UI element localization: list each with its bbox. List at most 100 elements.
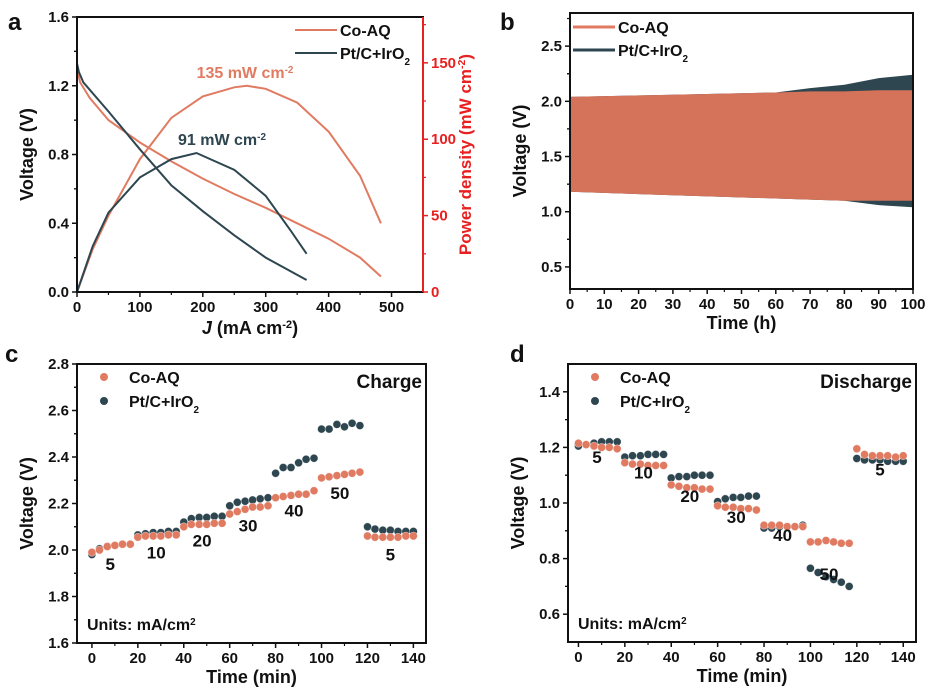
data-point-pt-c-iro2 — [651, 450, 661, 459]
text-part: ) — [456, 54, 475, 60]
superscript: -2 — [257, 132, 266, 143]
y-tick-label: 1.0 — [541, 204, 562, 221]
panel-b: b 0 10 20 30 40 50 60 70 80 90 100 0.5 1.0 1.5 2.0 2.5 Ti… — [500, 9, 926, 333]
data-point-pt-c-iro2 — [309, 453, 319, 463]
data-point-pt-c-iro2 — [278, 463, 288, 472]
legend-label: Co-AQ — [129, 370, 180, 387]
data-point-pt-c-iro2 — [233, 497, 242, 507]
x-axis-title: Time (min) — [697, 666, 788, 686]
data-point-pt-c-iro2 — [720, 494, 730, 504]
current-density-label: 30 — [239, 517, 258, 536]
y-tick-label: 2.6 — [48, 403, 69, 420]
data-point-co-aq — [271, 493, 280, 503]
peak-annotation-co-aq: 135 mW cm-2 — [197, 65, 294, 83]
data-point-pt-c-iro2 — [697, 470, 707, 480]
x-tick-label: 50 — [733, 296, 750, 313]
text-part: 2 — [684, 405, 690, 416]
x-tick-label: 0 — [88, 650, 96, 667]
data-point-co-aq — [217, 518, 227, 528]
data-point-co-aq — [744, 504, 753, 513]
data-point-co-aq — [156, 531, 166, 541]
data-point-co-aq — [171, 530, 181, 540]
current-density-label: 50 — [330, 484, 349, 503]
x-tick-label: 20 — [616, 649, 633, 666]
data-point-pt-c-iro2 — [674, 472, 684, 481]
data-point-co-aq — [409, 531, 418, 541]
data-point-co-aq — [697, 484, 707, 494]
panel-label: c — [5, 341, 18, 368]
text-part: J — [202, 318, 213, 338]
data-point-co-aq — [363, 531, 372, 541]
data-point-co-aq — [233, 507, 242, 516]
data-point-pt-c-iro2 — [628, 451, 637, 461]
data-point-co-aq — [248, 502, 257, 512]
y-tick-label: 0.8 — [48, 147, 69, 164]
superscript: -2 — [285, 65, 294, 76]
y-tick-label: 0.5 — [541, 259, 562, 276]
peak-annotation-pt-c-iro2: 91 mW cm-2 — [178, 132, 266, 150]
data-point-co-aq — [141, 531, 150, 541]
superscript: -2 — [282, 319, 292, 331]
x-tick-label: 100 — [798, 649, 823, 666]
x-tick-label: 30 — [665, 296, 682, 313]
text-part: Pt/C+IrO — [620, 394, 684, 411]
data-point-co-aq — [126, 539, 135, 549]
y-tick-label: 0.0 — [48, 284, 69, 301]
data-point-co-aq — [705, 484, 715, 494]
y-tick-label: 0.6 — [539, 606, 560, 623]
data-point-pt-c-iro2 — [682, 472, 692, 481]
data-point-co-aq — [301, 489, 311, 499]
data-point-co-aq — [378, 532, 388, 542]
data-point-co-aq — [202, 520, 211, 529]
data-point-co-aq — [95, 545, 104, 555]
y-axis-title: Voltage (V) — [508, 457, 528, 550]
x-tick-label: 40 — [663, 649, 680, 666]
y-tick-label: 1.2 — [48, 78, 69, 95]
data-point-co-aq — [133, 532, 143, 542]
text-part: Units: mA/cm — [87, 617, 190, 634]
y-tick-label: 1.2 — [539, 439, 560, 456]
x-tick-label: 90 — [870, 296, 887, 313]
data-point-co-aq — [309, 486, 319, 496]
text-part: (mA cm — [212, 318, 282, 338]
superscript: 2 — [190, 617, 196, 628]
text-part: Pt/C+IrO — [618, 43, 682, 60]
text-part: ) — [292, 318, 298, 338]
legend-label: Co-AQ — [340, 23, 391, 40]
y-tick-label: 0.8 — [539, 551, 560, 568]
current-density-label: 5 — [386, 546, 395, 565]
plot-area — [87, 418, 418, 559]
data-point-co-aq — [110, 541, 120, 550]
data-point-pt-c-iro2 — [363, 522, 372, 532]
data-point-pt-c-iro2 — [752, 491, 761, 501]
y2-tick-label: 0 — [431, 284, 439, 301]
data-point-co-aq — [860, 450, 869, 459]
data-point-co-aq — [659, 461, 668, 470]
y-tick-label: 1.0 — [539, 495, 560, 512]
panel-label: b — [500, 9, 515, 36]
x-tick-label: 70 — [802, 296, 819, 313]
text-part: Power density (mW cm — [456, 69, 475, 255]
data-point-pt-c-iro2 — [836, 577, 846, 587]
y-tick-label: 1.5 — [541, 149, 562, 166]
y-tick-label: 2.5 — [541, 38, 562, 55]
x-tick-label: 500 — [379, 299, 404, 316]
panel-label: d — [510, 341, 525, 368]
data-point-co-aq — [103, 542, 112, 551]
data-point-co-aq — [883, 451, 893, 461]
data-point-co-aq — [294, 489, 303, 499]
y-tick-label: 1.8 — [48, 589, 69, 606]
data-point-pt-c-iro2 — [317, 424, 326, 434]
data-point-pt-c-iro2 — [659, 450, 668, 459]
y2-tick-label: 100 — [431, 131, 456, 148]
data-point-co-aq — [255, 502, 265, 512]
data-point-pt-c-iro2 — [728, 493, 738, 502]
data-point-co-aq — [836, 538, 846, 548]
series-line-co-aq-voltage — [76, 68, 382, 278]
data-point-co-aq — [317, 473, 326, 483]
superscript: 2 — [681, 616, 687, 627]
text-part: 2 — [682, 54, 688, 65]
current-density-label: 30 — [727, 508, 746, 527]
